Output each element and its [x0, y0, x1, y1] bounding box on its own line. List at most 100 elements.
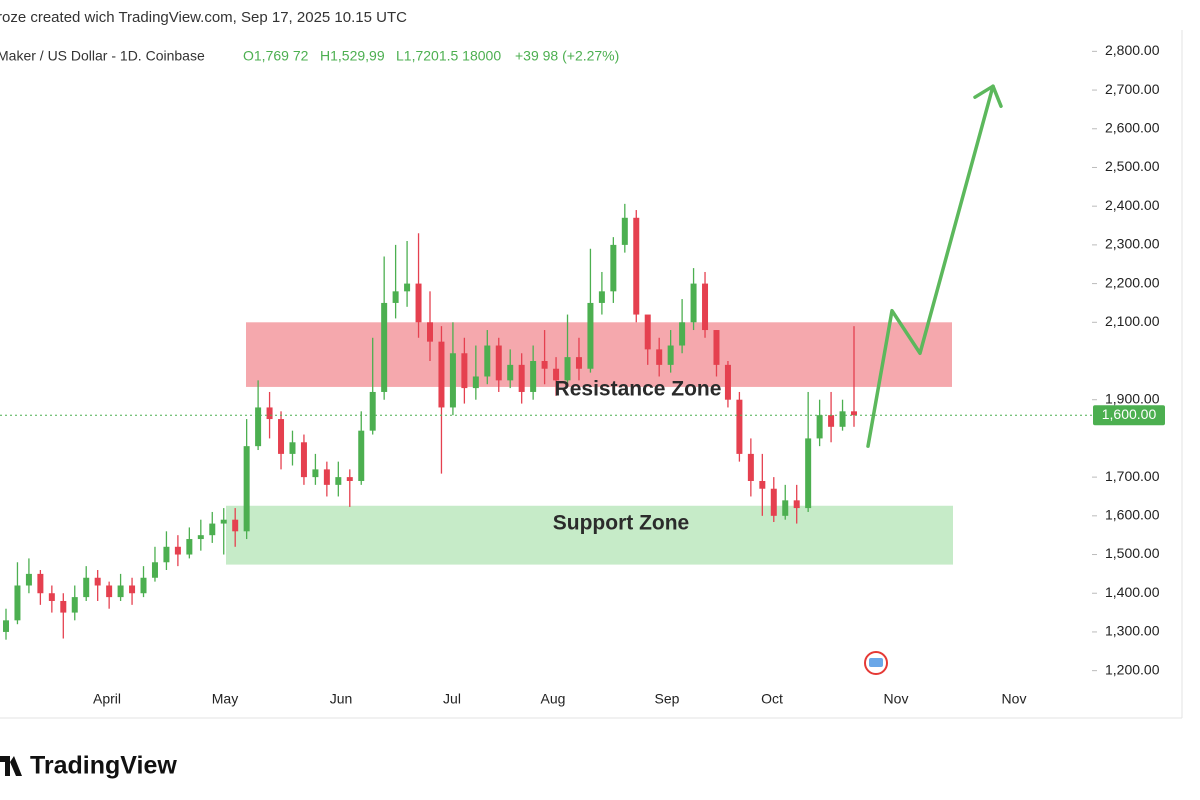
- brand: TradingView: [30, 752, 177, 780]
- y-tick-label: 2,400.00: [1105, 197, 1160, 213]
- candle-body: [220, 519, 227, 524]
- candle-body: [25, 573, 32, 586]
- y-tick-label: 2,800.00: [1105, 42, 1160, 58]
- candle-body: [644, 314, 651, 350]
- candle-body: [598, 291, 605, 303]
- candle-body: [507, 364, 514, 381]
- price-badge-label: 1,600.00: [1102, 406, 1157, 422]
- ohlc-change: +39 98 (+2.27%): [515, 48, 619, 64]
- x-tick-label: Nov: [1002, 691, 1027, 707]
- candle-body: [564, 357, 571, 381]
- y-tick-label: 2,100.00: [1105, 313, 1160, 329]
- zone-label: Support Zone: [553, 512, 689, 535]
- candle-body: [346, 477, 353, 481]
- logo-mark: [0, 756, 22, 776]
- candle-body: [243, 446, 250, 532]
- candle-body: [197, 535, 204, 540]
- candle-body: [278, 419, 285, 454]
- candle-body: [289, 442, 296, 454]
- candle-body: [358, 430, 365, 481]
- candle-body: [816, 415, 823, 439]
- candle-body: [724, 364, 731, 400]
- zone: [226, 505, 953, 565]
- y-tick-label: 1,700.00: [1105, 468, 1160, 484]
- candle-body: [656, 349, 663, 365]
- candle-body: [48, 593, 55, 601]
- price-badge: [1093, 405, 1165, 426]
- candle-body: [828, 415, 835, 427]
- candle-body: [793, 500, 800, 509]
- candle-body: [759, 480, 766, 489]
- candle-body: [553, 368, 560, 381]
- candle-body: [3, 620, 9, 632]
- candle-body: [209, 523, 216, 536]
- candle-body: [14, 585, 21, 621]
- event-icon: [869, 658, 883, 667]
- y-tick-label: 1,600.00: [1105, 507, 1160, 523]
- candle-body: [610, 244, 617, 292]
- y-tick-label: 2,200.00: [1105, 274, 1160, 290]
- candle-body: [736, 399, 743, 454]
- candle-body: [106, 585, 113, 598]
- candle-body: [392, 291, 399, 303]
- y-tick-label: 1,200.00: [1105, 661, 1160, 677]
- y-tick-label: 1,400.00: [1105, 584, 1160, 600]
- candle-body: [300, 442, 307, 478]
- y-tick-label: 1,500.00: [1105, 545, 1160, 561]
- x-tick-label: Jul: [443, 691, 461, 707]
- candle-body: [438, 341, 445, 408]
- candle-body: [472, 376, 479, 389]
- y-tick-label: 2,500.00: [1105, 158, 1160, 174]
- y-tick-label: 2,600.00: [1105, 119, 1160, 135]
- x-tick-label: Aug: [541, 691, 566, 707]
- logo: TradingView: [0, 752, 177, 780]
- y-tick-label: 2,300.00: [1105, 236, 1160, 252]
- candle-body: [129, 585, 136, 594]
- candle-body: [151, 562, 158, 578]
- candle-body: [495, 345, 502, 381]
- candle-body: [805, 438, 812, 509]
- y-tick-label: 2,700.00: [1105, 81, 1160, 97]
- candle-body: [140, 577, 147, 594]
- ohlc-high: H1,529,99: [320, 48, 385, 64]
- candle-body: [83, 577, 90, 598]
- zone: [246, 322, 952, 387]
- candle-body: [530, 361, 537, 392]
- y-tick-label: 1,300.00: [1105, 623, 1160, 639]
- candle-body: [621, 217, 628, 245]
- candle-body: [839, 411, 846, 427]
- candle-body: [163, 546, 170, 563]
- candle-body: [427, 322, 433, 342]
- projection-arrowhead: [973, 84, 1003, 108]
- candle-body: [232, 519, 239, 532]
- candle-body: [71, 597, 78, 613]
- event-icon: [864, 651, 888, 675]
- candle-body: [381, 302, 388, 392]
- candle-body: [690, 283, 697, 323]
- x-tick-label: Oct: [761, 691, 783, 707]
- x-tick-label: May: [212, 691, 238, 707]
- candle-body: [369, 391, 376, 431]
- x-tick-label: Nov: [884, 691, 909, 707]
- candle-body: [782, 500, 789, 516]
- candle-body: [266, 407, 273, 420]
- candle-body: [633, 217, 640, 315]
- candle-body: [702, 283, 709, 331]
- candle-body: [713, 330, 720, 365]
- candle-body: [94, 577, 101, 586]
- candle-body: [323, 469, 330, 485]
- candle-body: [679, 322, 686, 346]
- attribution: roze created wich TradingView.com, Sep 1…: [0, 9, 407, 26]
- candle-body: [335, 477, 342, 485]
- symbol-title: Maker / US Dollar - 1D. Coinbase: [0, 48, 205, 64]
- candle-body: [186, 539, 193, 555]
- y-tick-label: 1,900.00: [1105, 390, 1160, 406]
- ohlc-low: L1,7201.5 18000: [396, 48, 501, 64]
- candle-body: [575, 357, 582, 369]
- ohlc-open: O1,769 72: [243, 48, 309, 64]
- candle-body: [312, 469, 319, 478]
- x-tick-label: Jun: [330, 691, 353, 707]
- candle-body: [747, 453, 754, 481]
